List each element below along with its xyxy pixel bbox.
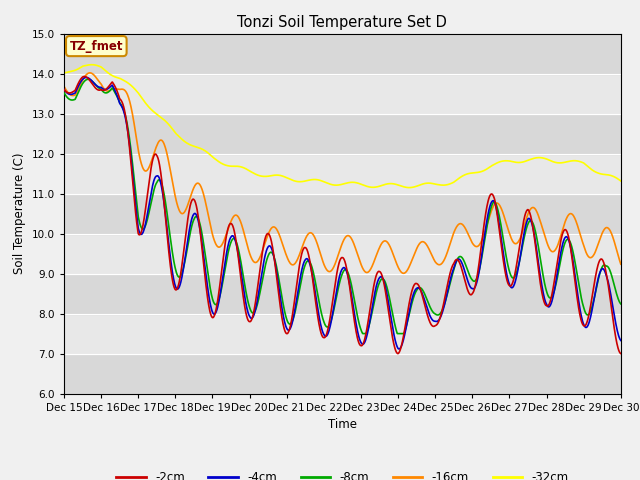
Bar bbox=[64, 193, 621, 234]
Bar bbox=[64, 154, 621, 193]
X-axis label: Time: Time bbox=[328, 418, 357, 431]
Text: TZ_fmet: TZ_fmet bbox=[70, 39, 123, 53]
Legend: -2cm, -4cm, -8cm, -16cm, -32cm: -2cm, -4cm, -8cm, -16cm, -32cm bbox=[111, 466, 573, 480]
Bar bbox=[64, 274, 621, 313]
Bar bbox=[64, 73, 621, 114]
Title: Tonzi Soil Temperature Set D: Tonzi Soil Temperature Set D bbox=[237, 15, 447, 30]
Bar bbox=[64, 34, 621, 73]
Bar bbox=[64, 234, 621, 274]
Y-axis label: Soil Temperature (C): Soil Temperature (C) bbox=[13, 153, 26, 275]
Bar bbox=[64, 354, 621, 394]
Bar bbox=[64, 313, 621, 354]
Bar bbox=[64, 114, 621, 154]
